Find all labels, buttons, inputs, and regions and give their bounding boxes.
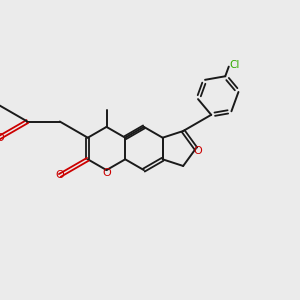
Text: Cl: Cl <box>229 60 239 70</box>
Text: O: O <box>193 146 202 157</box>
Text: O: O <box>102 168 111 178</box>
Text: O: O <box>56 170 64 181</box>
Text: O: O <box>0 133 4 143</box>
